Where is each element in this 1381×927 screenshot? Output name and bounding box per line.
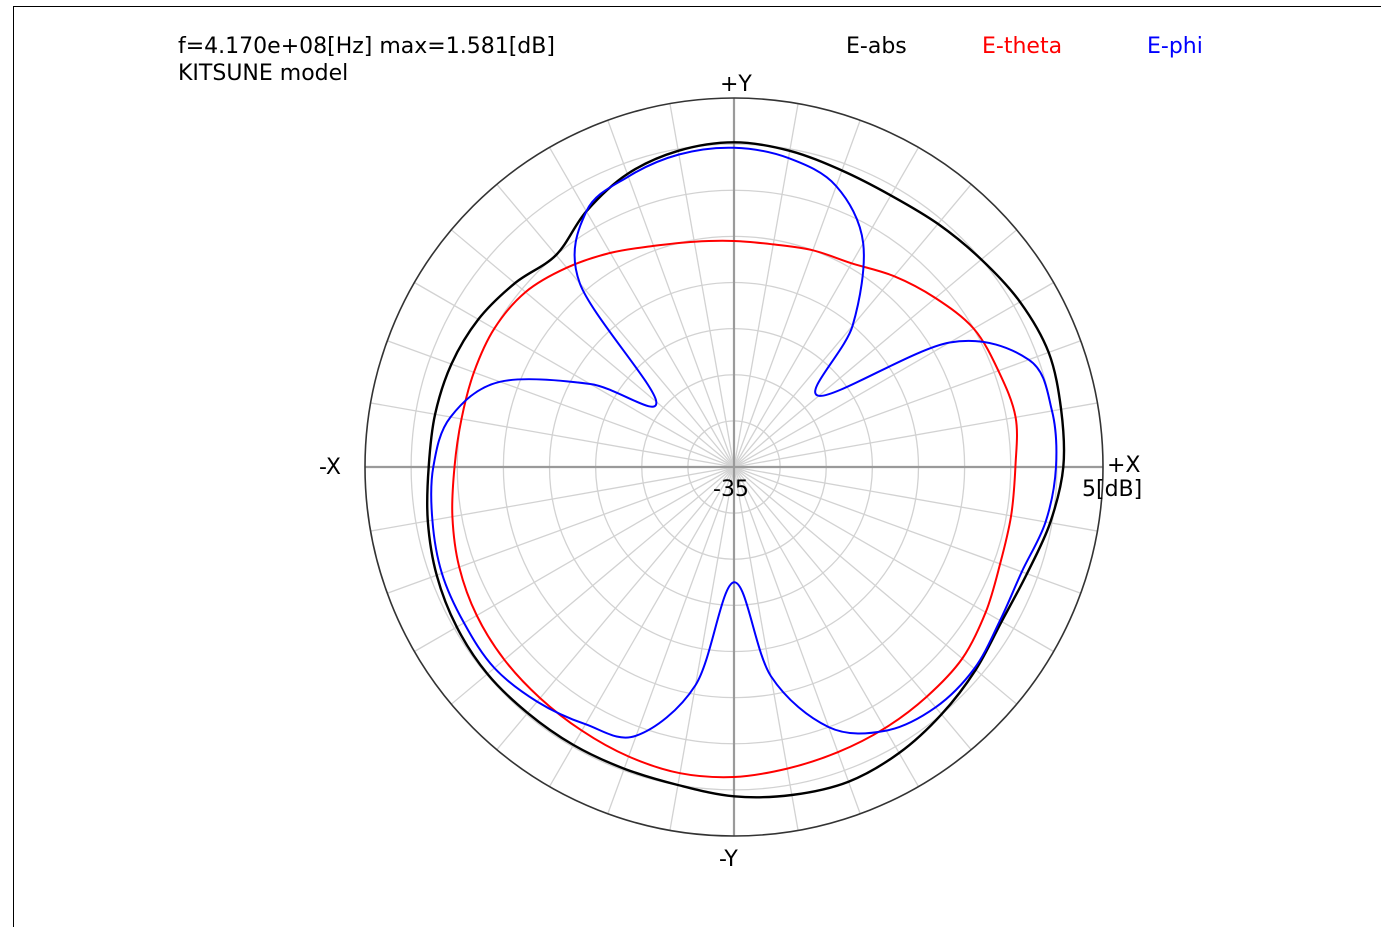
grid-radial-7	[733, 120, 861, 468]
grid-radial-20	[387, 466, 735, 594]
grid-radial-21	[414, 466, 735, 653]
chart-subtitle: KITSUNE model	[178, 61, 348, 86]
polar-axes	[364, 97, 1104, 837]
grid-radial-31	[733, 466, 972, 751]
grid-radial-15	[414, 281, 735, 468]
grid-radial-35	[733, 466, 1098, 532]
series-line-e-phi	[430, 146, 1058, 739]
axis-label-neg-x: -X	[319, 455, 341, 480]
r-max-label: 5[dB]	[1082, 477, 1142, 502]
grid-radial-10	[669, 103, 735, 468]
grid-radial-29	[733, 466, 861, 814]
grid-radial-19	[370, 466, 735, 532]
plot-frame	[13, 6, 1381, 927]
grid-radial-16	[387, 340, 735, 468]
grid-radial-6	[733, 147, 920, 468]
grid-radial-23	[496, 466, 735, 751]
legend-entry-e-abs: E-abs	[846, 34, 907, 59]
grid-radial-25	[607, 466, 735, 814]
grid-radial-8	[733, 103, 799, 468]
grid-radial-24	[548, 466, 735, 787]
grid-radial-12	[548, 147, 735, 468]
grid-radial-4	[733, 229, 1018, 468]
legend-entry-e-theta: E-theta	[982, 34, 1062, 59]
grid-radial-13	[496, 183, 735, 468]
grid-radial-32	[733, 466, 1018, 705]
grid-radial-26	[669, 466, 735, 831]
grid-radial-11	[607, 120, 735, 468]
polar-curves	[425, 141, 1066, 799]
grid-radial-2	[733, 340, 1081, 468]
grid-radial-17	[370, 402, 735, 468]
grid-radial-30	[733, 466, 920, 787]
grid-radial-22	[450, 466, 735, 705]
axis-label-pos-x: +X	[1107, 453, 1141, 478]
series-line-e-abs	[425, 141, 1066, 799]
grid-radial-34	[733, 466, 1081, 594]
grid-radial-3	[733, 281, 1054, 468]
chart-title: f=4.170e+08[Hz] max=1.581[dB]	[178, 34, 555, 59]
axis-label-neg-y: -Y	[719, 847, 738, 872]
series-line-e-theta	[451, 239, 1018, 779]
r-min-label: -35	[713, 477, 749, 502]
outer-circle	[364, 97, 1104, 837]
axis-label-pos-y: +Y	[720, 72, 752, 97]
grid-radial-14	[450, 229, 735, 468]
grid-radial-28	[733, 466, 799, 831]
legend-entry-e-phi: E-phi	[1147, 34, 1203, 59]
grid-radial-1	[733, 402, 1098, 468]
